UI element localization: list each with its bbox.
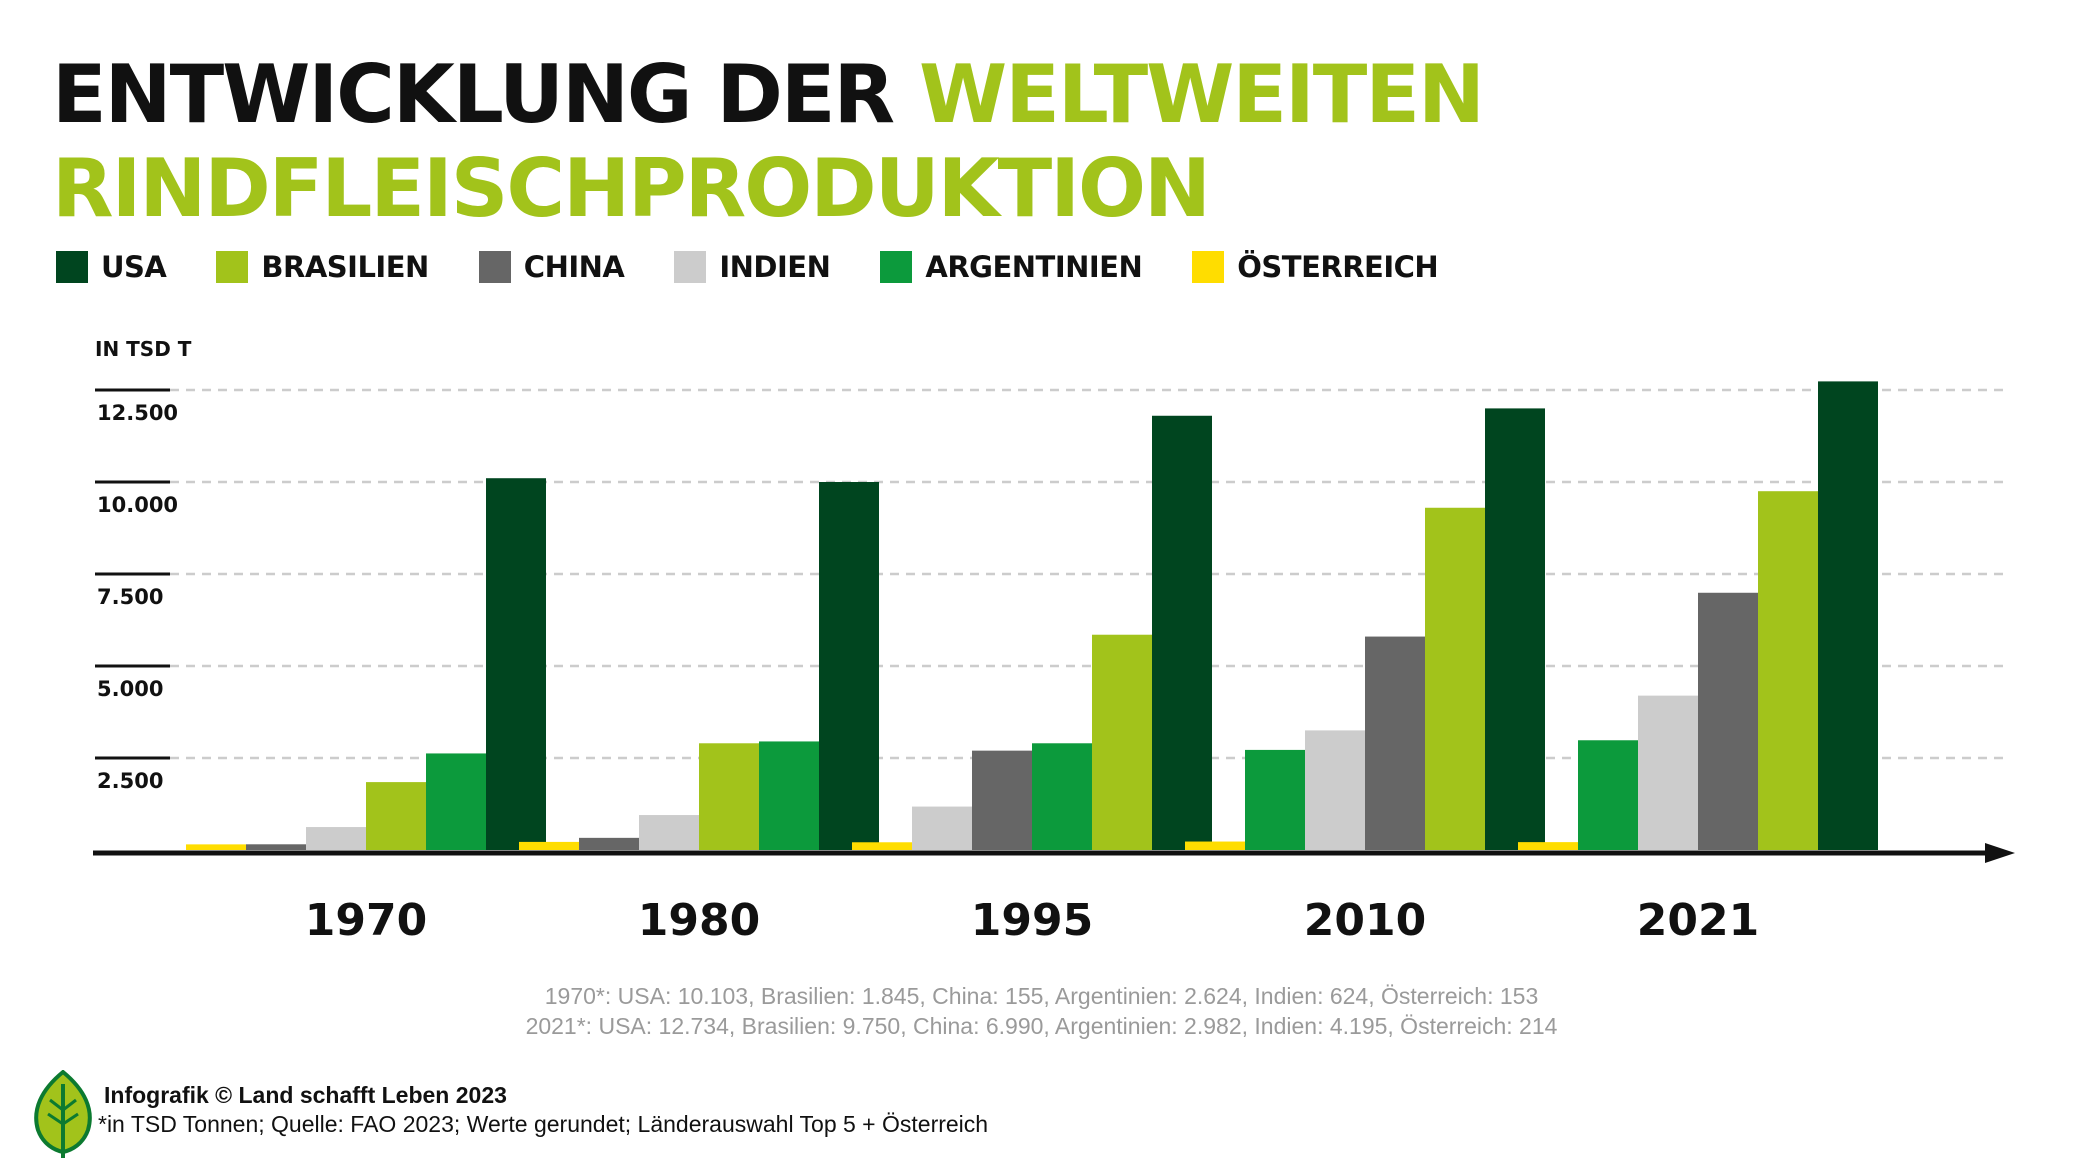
legend-label-china: CHINA <box>523 250 625 284</box>
legend-item-china: CHINA <box>478 250 625 284</box>
y-tick-label: 12.500 <box>97 401 178 425</box>
bar-österreich-1995 <box>852 842 912 850</box>
bar-indien-2021 <box>1638 695 1698 850</box>
legend-item-argentinien: ARGENTINIEN <box>880 250 1143 284</box>
bar-china-1980 <box>579 837 639 850</box>
bar-indien-1980 <box>639 815 699 850</box>
bar-usa-2010 <box>1485 408 1545 850</box>
x-tick-label: 2021 <box>1637 895 1759 946</box>
bar-argentinien-1995 <box>1032 743 1092 850</box>
bar-brasilien-1995 <box>1092 634 1152 850</box>
y-tick-label: 10.000 <box>97 493 178 517</box>
bar-usa-1995 <box>1152 415 1212 850</box>
title-part-2: WELTWEITEN <box>918 48 1485 141</box>
x-tick-label: 2010 <box>1304 895 1426 946</box>
bar-china-1995 <box>972 750 1032 850</box>
x-tick-label: 1995 <box>971 895 1093 946</box>
legend-item-oesterreich: ÖSTERREICH <box>1192 250 1439 284</box>
legend-label-argentinien: ARGENTINIEN <box>925 250 1143 284</box>
bar-indien-1970 <box>306 827 366 850</box>
bar-china-2010 <box>1365 636 1425 850</box>
legend-item-usa: USA <box>56 250 167 284</box>
bar-österreich-1970 <box>186 844 246 850</box>
page-title: ENTWICKLUNG DER WELTWEITEN RINDFLEISCHPR… <box>52 48 1485 236</box>
bar-österreich-2021 <box>1518 842 1578 850</box>
legend-swatch-oesterreich <box>1192 251 1225 283</box>
legend-item-indien: INDIEN <box>674 250 831 284</box>
y-tick-label: 7.500 <box>97 585 163 609</box>
bar-brasilien-2021 <box>1758 491 1818 850</box>
leaf-logo-icon <box>34 1070 92 1158</box>
chart-legend: USA BRASILIEN CHINA INDIEN ARGENTINIEN Ö… <box>56 250 1488 284</box>
bar-indien-1995 <box>912 806 972 850</box>
bar-chart: IN TSD T 2.500 5.000 7.500 10.000 12.500 1970 1… <box>93 337 2015 946</box>
source-line: *in TSD Tonnen; Quelle: FAO 2023; Werte … <box>98 1111 989 1137</box>
legend-swatch-brasilien <box>216 251 249 283</box>
legend-swatch-argentinien <box>880 251 913 283</box>
bar-argentinien-1980 <box>759 741 819 850</box>
bar-usa-1970 <box>486 478 546 850</box>
bar-indien-2010 <box>1305 730 1365 850</box>
legend-label-oesterreich: ÖSTERREICH <box>1237 250 1439 284</box>
bar-österreich-1980 <box>519 841 579 850</box>
title-part-1: ENTWICKLUNG DER <box>52 48 919 141</box>
legend-swatch-china <box>478 251 511 283</box>
legend-item-brasilien: BRASILIEN <box>216 250 429 284</box>
legend-label-brasilien: BRASILIEN <box>261 250 429 284</box>
bar-brasilien-1980 <box>699 743 759 850</box>
bar-usa-2021 <box>1818 381 1878 850</box>
bar-brasilien-2010 <box>1425 507 1485 850</box>
bar-brasilien-1970 <box>366 782 426 850</box>
legend-swatch-indien <box>674 251 707 283</box>
legend-label-indien: INDIEN <box>719 250 831 284</box>
bar-china-2021 <box>1698 592 1758 850</box>
footnote-1970: 1970*: USA: 10.103, Brasilien: 1.845, Ch… <box>544 983 1539 1009</box>
bar-usa-1980 <box>819 482 879 850</box>
title-line-2: RINDFLEISCHPRODUKTION <box>52 142 1211 235</box>
x-tick-label: 1980 <box>638 895 760 946</box>
bar-argentinien-2021 <box>1578 740 1638 850</box>
y-axis-label: IN TSD T <box>95 337 192 361</box>
y-tick-label: 5.000 <box>97 677 163 701</box>
legend-swatch-usa <box>56 251 88 283</box>
bar-österreich-2010 <box>1185 841 1245 850</box>
credit-line: Infografik © Land schafft Leben 2023 <box>104 1082 507 1108</box>
bar-china-1970 <box>246 844 306 850</box>
y-tick-label: 2.500 <box>97 769 163 793</box>
x-axis-arrow-icon <box>1985 843 2015 863</box>
x-tick-label: 1970 <box>305 895 427 946</box>
bar-argentinien-2010 <box>1245 749 1305 850</box>
bar-argentinien-1970 <box>426 753 486 850</box>
legend-label-usa: USA <box>101 250 167 284</box>
footnote-2021: 2021*: USA: 12.734, Brasilien: 9.750, Ch… <box>525 1013 1558 1039</box>
